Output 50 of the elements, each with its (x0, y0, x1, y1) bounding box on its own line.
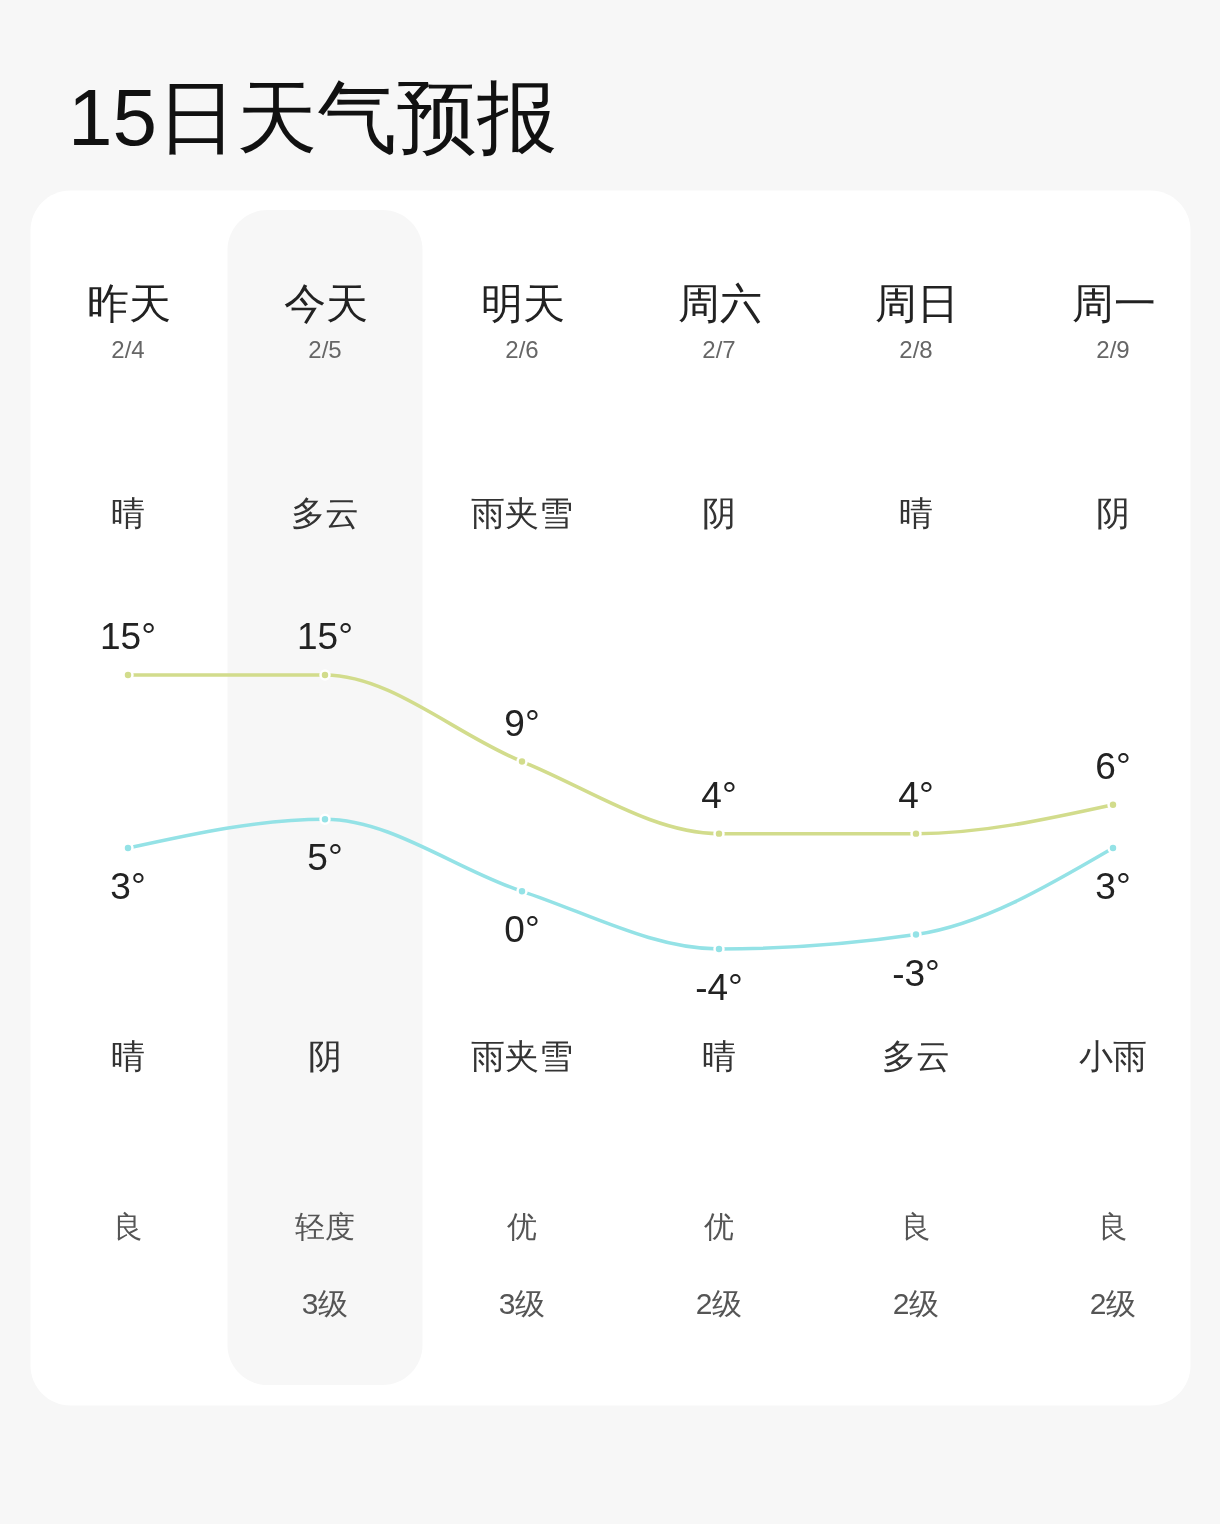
text: 雨夹雪 (471, 494, 573, 532)
data-label: -4° (695, 967, 743, 1008)
text: 阴 (702, 494, 736, 532)
text: 2/8 (899, 336, 933, 363)
text: 优 (704, 1210, 734, 1243)
data-label: 15° (297, 616, 353, 657)
data-label: 5° (307, 837, 343, 879)
data-label: 4° (898, 774, 934, 816)
text: 优 (507, 1210, 537, 1243)
text: 轻度 (295, 1210, 355, 1243)
text: 2/4 (111, 336, 145, 363)
text: 3级 (301, 1287, 349, 1320)
x-tick-label: 周日 (874, 279, 959, 327)
x-tick-label: 周六 (677, 279, 762, 327)
text: 2/6 (505, 336, 539, 363)
point (319, 813, 331, 825)
text: 2级 (892, 1287, 940, 1320)
x-tick-label: 明天 (480, 279, 565, 327)
chart-title: 15日天气预报 (68, 73, 557, 162)
text: 良 (1098, 1210, 1128, 1243)
text: 良 (901, 1210, 931, 1243)
data-label: 0° (504, 909, 540, 951)
text: 晴 (702, 1037, 736, 1075)
text: 晴 (899, 494, 933, 532)
text: 阴 (1096, 494, 1130, 532)
text: 良 (113, 1210, 143, 1243)
data-label: 9° (504, 702, 540, 744)
text: 晴 (111, 494, 145, 532)
data-label: 15° (100, 616, 156, 657)
text: 2级 (1089, 1287, 1137, 1320)
data-label: -3° (892, 952, 940, 994)
data-label: 3° (110, 866, 146, 908)
x-tick-label: 昨天 (86, 279, 171, 327)
text: 小雨 (1079, 1037, 1147, 1075)
data-label: 3° (1095, 866, 1131, 908)
text: 2级 (695, 1287, 743, 1320)
text: 3级 (498, 1287, 546, 1320)
data-label: 4° (701, 774, 737, 816)
data-label: 6° (1095, 745, 1131, 787)
text: 多云 (882, 1037, 950, 1075)
text: 2/7 (702, 336, 736, 363)
x-tick-label: 周一 (1071, 279, 1156, 327)
text: 2/5 (308, 336, 342, 363)
point (319, 669, 331, 681)
text: 阴 (308, 1037, 342, 1075)
text: 2/9 (1096, 336, 1130, 363)
x-tick-label: 今天 (283, 279, 368, 327)
text: 晴 (111, 1037, 145, 1075)
text: 多云 (291, 494, 359, 532)
text: 雨夹雪 (471, 1037, 573, 1075)
